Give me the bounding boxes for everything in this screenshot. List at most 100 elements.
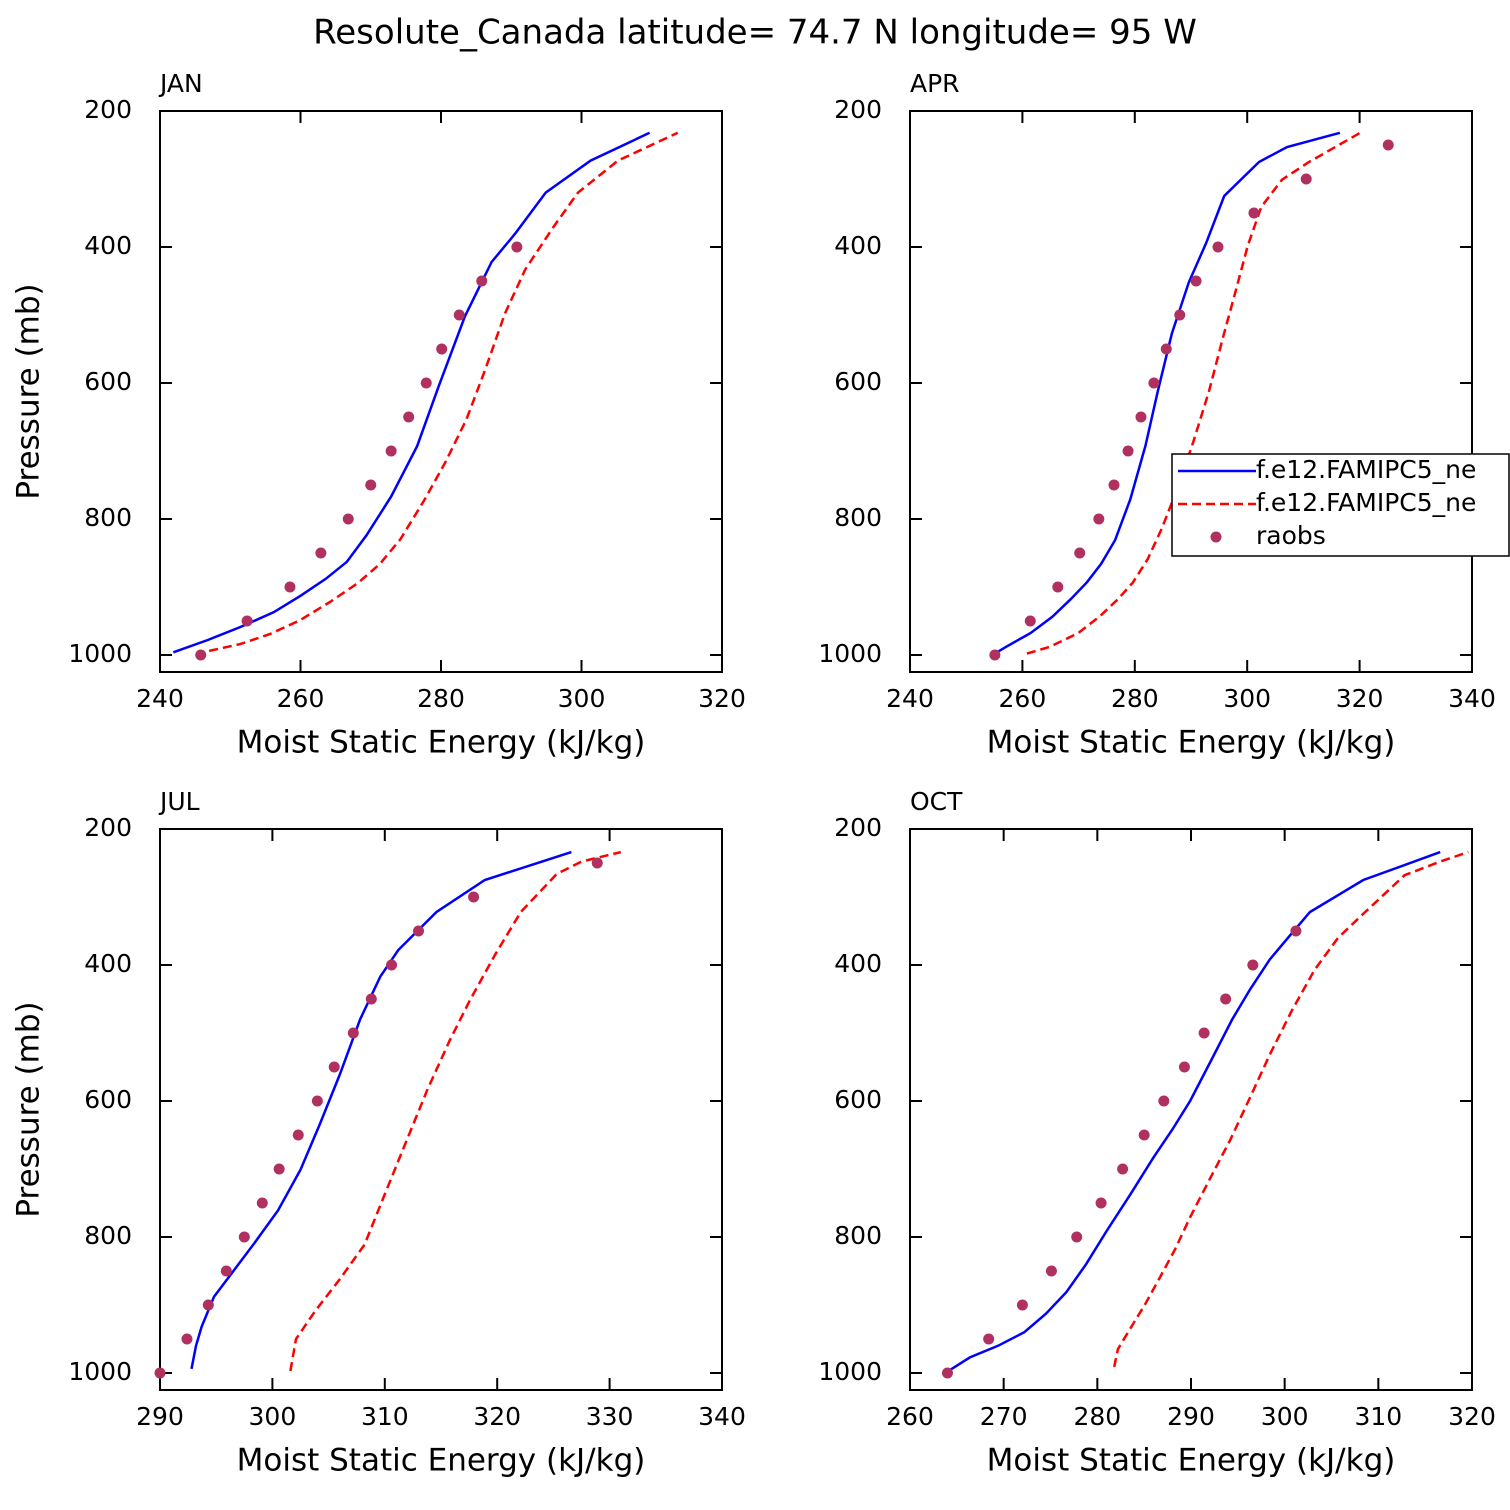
raob-point bbox=[591, 857, 603, 869]
y-tick-label: 800 bbox=[834, 503, 882, 532]
panel-title: APR bbox=[910, 69, 960, 98]
raob-point bbox=[195, 649, 207, 661]
raob-point bbox=[220, 1265, 232, 1277]
raob-point bbox=[413, 925, 425, 937]
profile-line bbox=[190, 850, 572, 1370]
raob-point bbox=[1174, 309, 1186, 321]
raob-point bbox=[1290, 925, 1302, 937]
raob-point bbox=[1052, 581, 1064, 593]
y-axis-label: Pressure (mb) bbox=[11, 1001, 47, 1217]
raob-point bbox=[1158, 1095, 1170, 1107]
x-tick-label: 280 bbox=[1111, 684, 1159, 713]
raob-point bbox=[1160, 343, 1172, 355]
legend-label: raobs bbox=[1256, 521, 1326, 550]
x-tick-label: 260 bbox=[277, 684, 325, 713]
raob-point bbox=[420, 377, 432, 389]
raob-point bbox=[983, 1333, 995, 1345]
y-tick-label: 1000 bbox=[818, 1357, 882, 1386]
raob-point bbox=[386, 959, 398, 971]
raob-point bbox=[1138, 1129, 1150, 1141]
y-tick-label: 600 bbox=[834, 367, 882, 396]
profile-line bbox=[208, 131, 679, 653]
x-tick-label: 340 bbox=[698, 1402, 746, 1431]
raob-point bbox=[284, 581, 296, 593]
x-axis-label: Moist Static Energy (kJ/kg) bbox=[237, 1443, 646, 1479]
raob-point bbox=[1108, 479, 1120, 491]
y-tick-label: 600 bbox=[84, 367, 132, 396]
raob-point bbox=[403, 411, 415, 423]
raob-point bbox=[347, 1027, 359, 1039]
raob-point bbox=[256, 1197, 268, 1209]
x-tick-label: 300 bbox=[1261, 1402, 1309, 1431]
raob-point bbox=[511, 241, 523, 253]
y-tick-label: 200 bbox=[834, 95, 882, 124]
raob-point bbox=[292, 1129, 304, 1141]
panel-title: JAN bbox=[158, 69, 203, 98]
raob-point bbox=[476, 275, 488, 287]
x-tick-label: 300 bbox=[558, 684, 606, 713]
raob-point bbox=[1248, 207, 1260, 219]
raob-point bbox=[1117, 1163, 1129, 1175]
raob-point bbox=[941, 1367, 953, 1379]
y-tick-label: 600 bbox=[84, 1085, 132, 1114]
raob-point bbox=[1190, 275, 1202, 287]
figure-title: Resolute_Canada latitude= 74.7 N longitu… bbox=[313, 13, 1197, 53]
raob-point bbox=[202, 1299, 214, 1311]
raob-point bbox=[311, 1095, 323, 1107]
y-tick-label: 800 bbox=[84, 1221, 132, 1250]
raob-point bbox=[342, 513, 354, 525]
x-tick-label: 310 bbox=[361, 1402, 409, 1431]
x-tick-label: 320 bbox=[1336, 684, 1384, 713]
x-tick-label: 310 bbox=[1354, 1402, 1402, 1431]
x-tick-label: 240 bbox=[136, 684, 184, 713]
legend-marker bbox=[1210, 531, 1222, 543]
x-tick-label: 320 bbox=[1448, 1402, 1496, 1431]
raob-point bbox=[1382, 139, 1394, 151]
raob-point bbox=[1247, 959, 1259, 971]
profile-line bbox=[946, 850, 1441, 1373]
raob-point bbox=[1148, 377, 1160, 389]
raob-point bbox=[1016, 1299, 1028, 1311]
x-tick-label: 300 bbox=[249, 1402, 297, 1431]
raob-point bbox=[1095, 1197, 1107, 1209]
raob-point bbox=[1135, 411, 1147, 423]
raob-point bbox=[181, 1333, 193, 1345]
x-axis-label: Moist Static Energy (kJ/kg) bbox=[987, 1443, 1396, 1479]
raob-point bbox=[273, 1163, 285, 1175]
profile-line bbox=[1026, 131, 1361, 655]
x-tick-label: 280 bbox=[417, 684, 465, 713]
x-tick-label: 340 bbox=[1448, 684, 1496, 713]
raob-point bbox=[1122, 445, 1134, 457]
raob-point bbox=[1045, 1265, 1057, 1277]
x-tick-label: 270 bbox=[980, 1402, 1028, 1431]
raob-point bbox=[1178, 1061, 1190, 1073]
y-tick-label: 600 bbox=[834, 1085, 882, 1114]
raob-point bbox=[1198, 1027, 1210, 1039]
x-tick-label: 330 bbox=[586, 1402, 634, 1431]
raob-point bbox=[1074, 547, 1086, 559]
y-tick-label: 200 bbox=[84, 95, 132, 124]
y-tick-label: 800 bbox=[84, 503, 132, 532]
raob-point bbox=[385, 445, 397, 457]
x-tick-label: 260 bbox=[886, 1402, 934, 1431]
raob-point bbox=[989, 649, 1001, 661]
y-tick-label: 400 bbox=[84, 231, 132, 260]
raob-point bbox=[365, 479, 377, 491]
profile-line bbox=[172, 131, 651, 654]
y-tick-label: 1000 bbox=[818, 639, 882, 668]
raob-point bbox=[1024, 615, 1036, 627]
plot-frame bbox=[159, 828, 723, 1391]
y-tick-label: 400 bbox=[834, 231, 882, 260]
y-tick-label: 1000 bbox=[68, 639, 132, 668]
x-tick-label: 290 bbox=[136, 1402, 184, 1431]
panel-title: OCT bbox=[910, 787, 963, 816]
raob-point bbox=[453, 309, 465, 321]
raob-point bbox=[238, 1231, 250, 1243]
raob-point bbox=[1071, 1231, 1083, 1243]
raob-point bbox=[328, 1061, 340, 1073]
x-tick-label: 320 bbox=[698, 684, 746, 713]
y-tick-label: 200 bbox=[84, 813, 132, 842]
raob-point bbox=[1212, 241, 1224, 253]
legend-label: f.e12.FAMIPC5_ne bbox=[1256, 488, 1476, 517]
raob-point bbox=[436, 343, 448, 355]
